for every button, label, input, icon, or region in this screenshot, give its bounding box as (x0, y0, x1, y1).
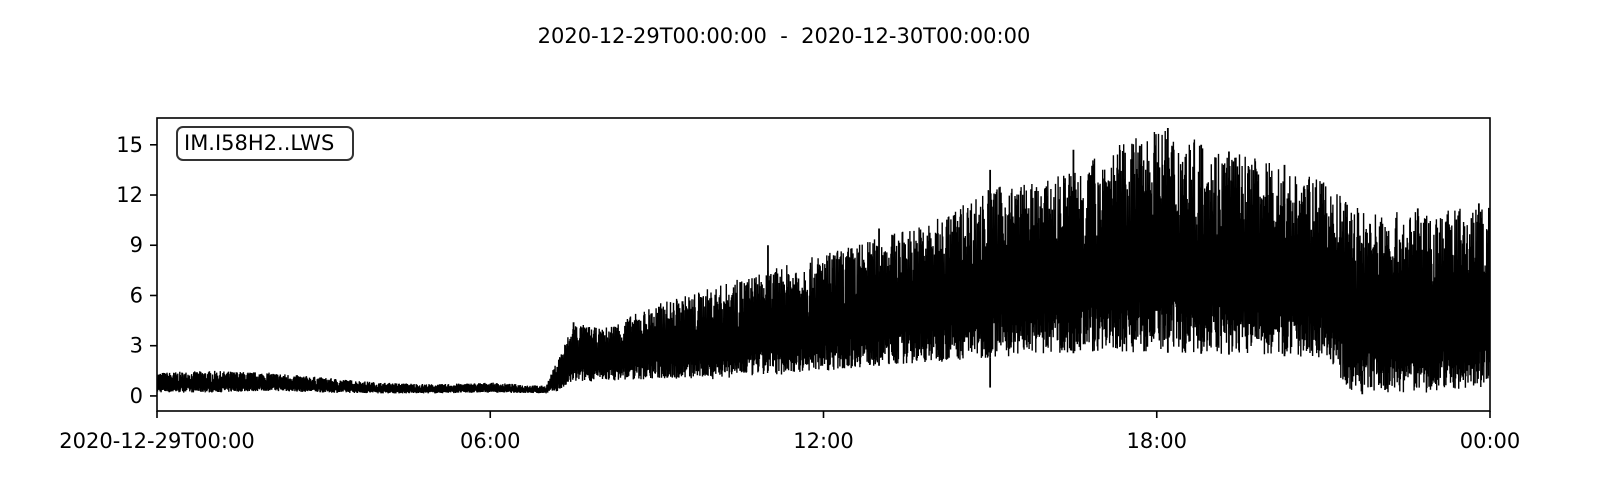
trace-legend: IM.I58H2..LWS (176, 126, 354, 161)
chart-title: 2020-12-29T00:00:00 - 2020-12-30T00:00:0… (537, 24, 1031, 48)
y-tick-label: 3 (130, 334, 143, 358)
x-tick-label: 18:00 (1126, 429, 1187, 453)
waveform-trace (157, 128, 1490, 395)
y-tick-label: 9 (130, 233, 143, 257)
legend-box (176, 126, 354, 161)
waveform-line (157, 130, 1490, 394)
y-tick-label: 15 (116, 133, 143, 157)
y-tick-label: 12 (116, 183, 143, 207)
x-tick-label: 06:00 (460, 429, 521, 453)
y-tick-label: 6 (130, 283, 143, 307)
x-tick-label: 12:00 (793, 429, 854, 453)
trace-label: IM.I58H2..LWS (184, 131, 334, 155)
y-axis: 0 3 6 9 12 15 (116, 133, 157, 408)
x-axis: 2020-12-29T00:00 06:00 12:00 18:00 00:00 (59, 411, 1520, 453)
x-tick-label: 2020-12-29T00:00 (59, 429, 254, 453)
x-tick-label: 00:00 (1460, 429, 1521, 453)
y-tick-label: 0 (130, 384, 143, 408)
